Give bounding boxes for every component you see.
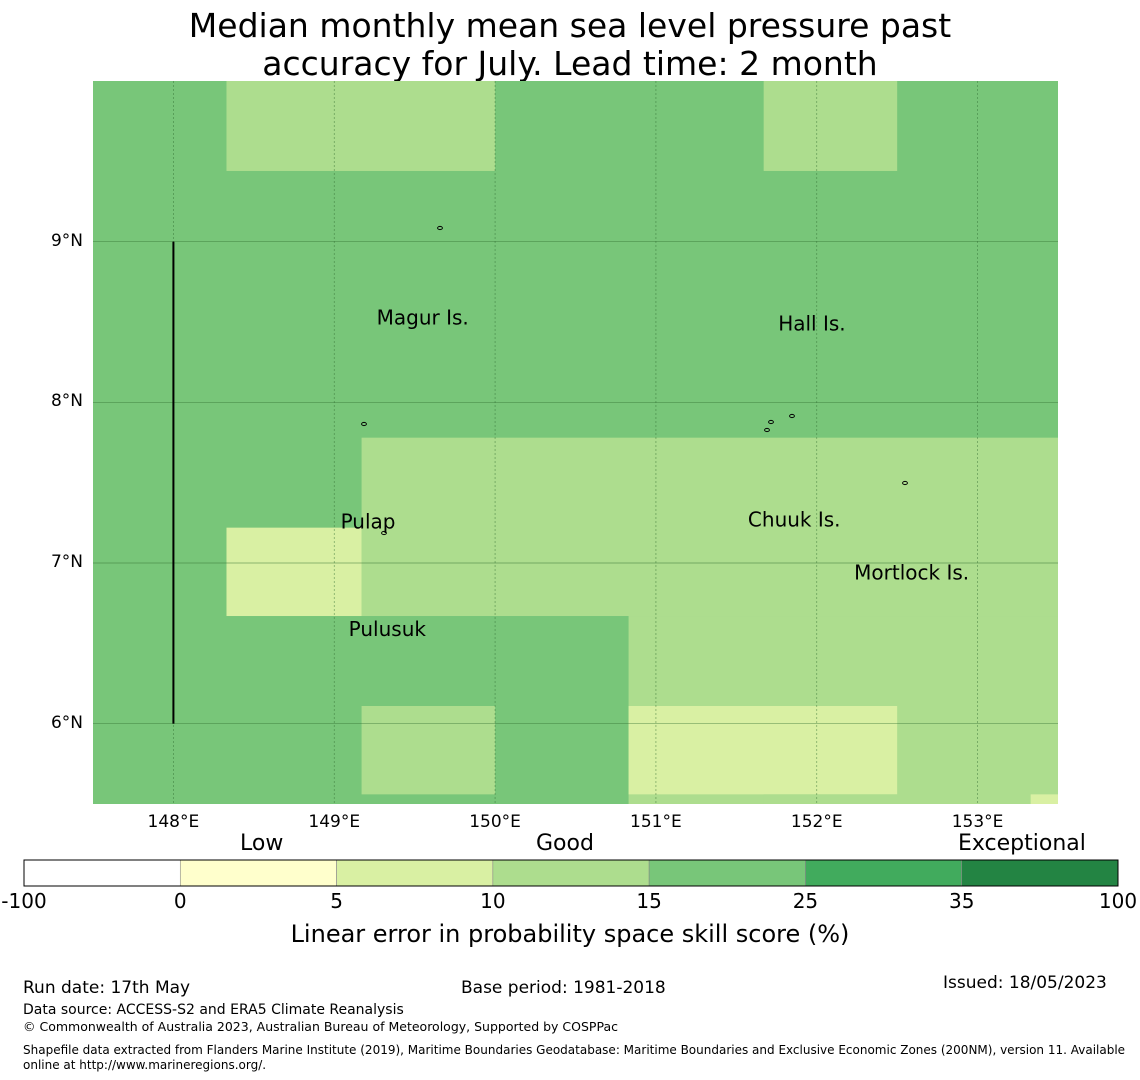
colorbar-tick-label: 10 [480,889,506,913]
lon-tick-label: 151°E [630,812,682,832]
lon-tick-label: 152°E [790,812,843,832]
lat-tick-label: 6°N [50,712,83,733]
colorbar-bin-3 [492,859,650,887]
place-label-0: Magur Is. [377,305,469,329]
island-outline-6 [902,480,908,486]
island-outline-2 [381,530,387,536]
colorbar-bin-4 [648,859,806,887]
island-outline-4 [789,413,795,419]
chart-title-line-1: Median monthly mean sea level pressure p… [188,6,952,45]
place-label-4: Mortlock Is. [854,561,969,585]
colorbar-bin-5 [805,859,963,887]
colorbar [23,859,1119,887]
skill-region-5 [361,705,496,795]
lon-tick-label: 153°E [951,812,1004,832]
skill-map: Magur Is. Hall Is. Pulap Chuuk Is. Mortlock … [93,81,1058,804]
colorbar-label: Linear error in probability space skill … [290,920,850,948]
colorbar-category-good: Good [536,831,594,856]
colorbar-tick-label: -100 [1,889,47,913]
lon-tick-label: 149°E [308,812,361,832]
lat-tick-label: 8°N [50,391,83,412]
skill-region-7 [763,794,1058,804]
skill-region-1 [763,81,898,171]
skill-region-0 [226,81,496,171]
island-outline-1 [361,421,367,427]
colorbar-category-exceptional: Exceptional [958,831,1086,856]
colorbar-frame [23,859,1119,887]
skill-region-6 [628,705,898,795]
lon-tick-label: 150°E [469,812,521,832]
colorbar-tick-label: 100 [1098,889,1138,913]
place-label-3: Chuuk Is. [748,508,841,532]
colorbar-category-low: Low [240,831,284,856]
lon-tick-label: 148°E [147,812,200,832]
chart-title-line-2: accuracy for July. Lead time: 2 month [262,44,878,83]
issued-date: Issued: 18/05/2023 [943,973,1107,993]
colorbar-bin-1 [179,859,337,887]
skill-region-8 [1030,794,1058,804]
colorbar-tick-label: 0 [173,889,187,913]
colorbar-tick-label: 5 [330,889,343,913]
shapefile-credit-line-1: Shapefile data extracted from Flanders M… [23,1043,1126,1057]
island-outline-0 [437,225,443,231]
colorbar-bin-2 [336,859,494,887]
place-label-2: Pulap [341,509,396,533]
place-label-5: Pulusuk [349,617,427,641]
base-period: Base period: 1981-2018 [461,978,666,998]
data-source: Data source: ACCESS-S2 and ERA5 Climate … [23,1002,404,1018]
colorbar-tick-label: 35 [948,889,975,913]
colorbar-bin-0 [23,859,181,887]
skill-region-3 [226,527,362,617]
run-date: Run date: 17th May [23,978,191,998]
copyright: © Commonwealth of Australia 2023, Austra… [23,1019,618,1034]
colorbar-bin-6 [961,859,1119,887]
island-outline-5 [764,427,770,433]
lat-tick-label: 9°N [50,230,83,251]
colorbar-tick-label: 15 [636,889,662,913]
lat-tick-label: 7°N [50,552,83,572]
place-label-1: Hall Is. [778,312,845,336]
skill-region-2 [361,437,1058,617]
island-outline-3 [768,419,774,425]
shapefile-credit-line-2: online at http://www.marineregions.org/. [23,1058,267,1072]
colorbar-tick-label: 25 [792,889,819,913]
